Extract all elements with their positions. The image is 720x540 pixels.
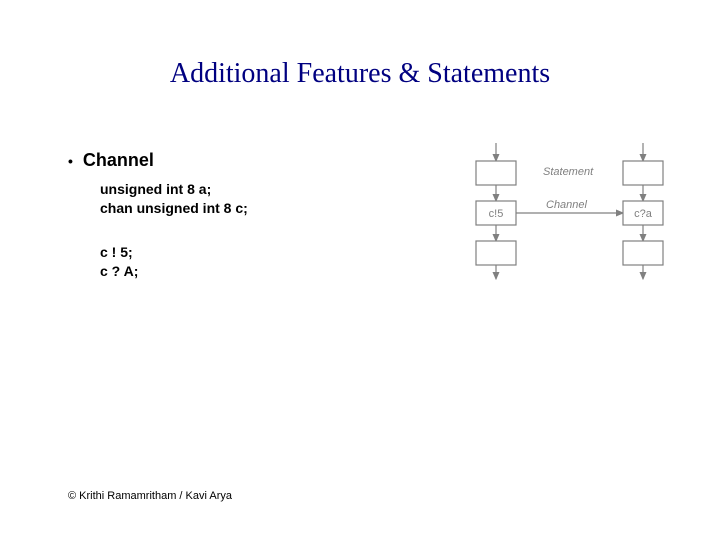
bullet-marker: • (68, 153, 73, 169)
svg-text:Statement: Statement (543, 166, 594, 178)
bullet-label: Channel (83, 150, 154, 170)
slide-container: Additional Features & Statements • Channe… (0, 0, 720, 540)
svg-text:c!5: c!5 (489, 208, 504, 220)
footer: © Krithi Ramamritham / Kavi Arya (68, 490, 232, 502)
svg-text:c?a: c?a (634, 208, 653, 220)
channel-diagram: c!5 c?a Statement Channel (467, 135, 672, 280)
copyright-symbol: © (68, 490, 76, 502)
code-block-2: c ! 5; c ? A; (100, 243, 138, 281)
footer-text: Krithi Ramamritham / Kavi Arya (79, 490, 232, 502)
svg-text:Channel: Channel (546, 199, 588, 211)
code-line: c ! 5; (100, 243, 138, 262)
slide-title: Additional Features & Statements (0, 58, 720, 90)
code-block-1: unsigned int 8 a; chan unsigned int 8 c; (100, 180, 248, 218)
bullet-channel: • Channel (68, 150, 154, 171)
code-line: unsigned int 8 a; (100, 180, 248, 199)
code-line: c ? A; (100, 262, 138, 281)
code-line: chan unsigned int 8 c; (100, 199, 248, 218)
